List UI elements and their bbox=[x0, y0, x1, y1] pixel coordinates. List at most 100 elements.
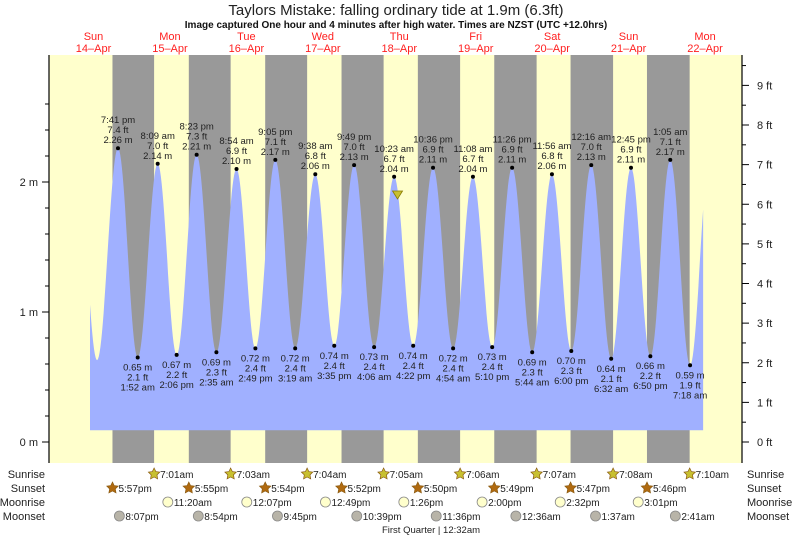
low-tide-m: 0.73 m bbox=[478, 352, 507, 363]
low-tide-time: 2:49 pm bbox=[238, 373, 272, 384]
sunrise-time: 7:08am bbox=[619, 470, 652, 481]
day-name-label: Tue bbox=[237, 31, 256, 43]
axes: 0 m 1 m 2 m 0 ft 1 ft 2 ft 3 ft 4 ft 5 ft 6 ft 7 f… bbox=[20, 55, 772, 463]
day-date-label: 17–Apr bbox=[305, 43, 341, 55]
low-tide-ft: 1.9 ft bbox=[680, 380, 701, 391]
sunrise-star-icon bbox=[377, 467, 391, 480]
high-tide-m: 2.17 m bbox=[656, 147, 685, 158]
high-tide-m: 2.14 m bbox=[143, 151, 172, 162]
low-tide-ft: 2.1 ft bbox=[127, 373, 148, 384]
moonset-time: 11:36pm bbox=[442, 512, 480, 523]
high-tide-m: 2.11 m bbox=[419, 155, 447, 166]
moonrise-moon-icon bbox=[554, 496, 566, 508]
sunrise-star-icon bbox=[606, 467, 620, 480]
high-tide-point bbox=[115, 146, 120, 151]
high-tide-m: 2.04 m bbox=[380, 164, 409, 175]
high-tide-m: 2.06 m bbox=[301, 161, 330, 172]
sunrise-star-icon bbox=[453, 467, 467, 480]
moonset-row-label-right: Moonset bbox=[747, 511, 789, 523]
high-tide-m: 2.17 m bbox=[261, 147, 290, 158]
day-date-label: 16–Apr bbox=[229, 43, 265, 55]
high-tide-m: 2.21 m bbox=[182, 142, 211, 153]
sunset-star-icon bbox=[258, 481, 272, 494]
sunset-row-label-right: Sunset bbox=[747, 483, 781, 495]
right-tick-label: 4 ft bbox=[757, 279, 772, 291]
moonset-moon-icon bbox=[272, 510, 283, 522]
high-tide-point bbox=[589, 163, 594, 168]
low-tide-point bbox=[688, 363, 693, 368]
low-tide-time: 4:54 am bbox=[436, 373, 470, 384]
left-tick-label: 1 m bbox=[20, 307, 38, 319]
low-tide-time: 6:00 pm bbox=[554, 376, 588, 387]
low-tide-point bbox=[135, 355, 140, 360]
low-tide-ft: 2.4 ft bbox=[285, 363, 306, 374]
high-tide-ft: 6.9 ft bbox=[620, 145, 641, 156]
high-tide-m: 2.13 m bbox=[340, 152, 369, 163]
moonrise-time: 3:01pm bbox=[644, 498, 677, 509]
high-tide-ft: 6.9 ft bbox=[422, 145, 443, 156]
high-tide-time: 12:16 am bbox=[571, 132, 611, 143]
moonset-moon-icon bbox=[113, 510, 125, 522]
high-tide-point bbox=[549, 172, 554, 177]
low-tide-ft: 2.4 ft bbox=[324, 361, 345, 372]
day-date-label: 20–Apr bbox=[534, 43, 570, 55]
high-tide-time: 8:09 am bbox=[141, 131, 175, 142]
chart-title: Taylors Mistake: falling ordinary tide a… bbox=[228, 2, 563, 19]
high-tide-time: 11:26 pm bbox=[493, 135, 532, 146]
sunrise-time: 7:06am bbox=[466, 470, 499, 481]
high-tide-time: 1:05 am bbox=[653, 127, 687, 138]
high-tide-m: 2.06 m bbox=[537, 161, 566, 172]
low-tide-time: 2:35 am bbox=[199, 377, 233, 388]
right-tick-label: 1 ft bbox=[757, 397, 772, 409]
low-tide-m: 0.74 m bbox=[320, 351, 349, 362]
high-tide-time: 8:23 pm bbox=[179, 122, 213, 133]
day-name-label: Sun bbox=[619, 31, 639, 43]
low-tide-m: 0.66 m bbox=[636, 361, 665, 372]
high-tide-time: 8:54 am bbox=[219, 136, 253, 147]
moonset-moon-icon bbox=[430, 510, 442, 522]
day-date-label: 22–Apr bbox=[687, 43, 723, 55]
tide-labels: 7:41 pm7.4 ft2.26 m 8:09 am7.0 ft2.14 m8:… bbox=[101, 115, 708, 401]
right-tick-label: 6 ft bbox=[757, 199, 772, 211]
sunset-time: 5:57pm bbox=[118, 484, 151, 495]
right-tick-label: 3 ft bbox=[757, 318, 772, 330]
moonset-moon-icon bbox=[669, 510, 681, 522]
plot-area bbox=[49, 55, 742, 463]
day-labels: Sun14–AprMon15–AprTue16–AprWed17–AprThu1… bbox=[76, 31, 723, 55]
high-tide-ft: 7.0 ft bbox=[581, 142, 602, 153]
high-tide-m: 2.11 m bbox=[617, 155, 645, 166]
sunset-time: 5:52pm bbox=[348, 484, 381, 495]
high-tide-time: 12:45 pm bbox=[611, 135, 651, 146]
high-tide-m: 2.11 m bbox=[498, 155, 526, 166]
chart-subtitle: Image captured One hour and 4 minutes af… bbox=[185, 20, 607, 31]
moonrise-moon-icon bbox=[476, 496, 488, 508]
moonrise-moon-icon bbox=[320, 496, 331, 508]
sunset-row-label-left: Sunset bbox=[11, 483, 45, 495]
sunset-time: 5:46pm bbox=[653, 484, 686, 495]
tide-area bbox=[90, 148, 704, 431]
low-tide-m: 0.74 m bbox=[399, 351, 428, 362]
right-tick-label: 0 ft bbox=[757, 437, 772, 449]
moonset-moon-icon bbox=[590, 510, 601, 522]
day-date-label: 18–Apr bbox=[382, 43, 418, 55]
sunrise-row-label-right: Sunrise bbox=[747, 469, 784, 481]
moonset-time: 8:54pm bbox=[204, 512, 237, 523]
moonrise-moon-icon bbox=[398, 496, 410, 508]
high-tide-time: 7:41 pm bbox=[101, 115, 135, 126]
high-tide-ft: 7.3 ft bbox=[186, 132, 207, 143]
sunset-time: 5:47pm bbox=[577, 484, 610, 495]
high-tide-time: 11:56 am bbox=[532, 141, 571, 152]
day-date-label: 19–Apr bbox=[458, 43, 494, 55]
high-tide-ft: 6.9 ft bbox=[226, 146, 247, 157]
low-tide-time: 3:35 pm bbox=[317, 371, 351, 382]
high-tide-ft: 6.8 ft bbox=[305, 151, 326, 162]
moonrise-time: 1:26pm bbox=[410, 498, 443, 509]
sunset-star-icon bbox=[182, 481, 196, 494]
day-name-label: Thu bbox=[390, 31, 409, 43]
sunrise-time: 7:07am bbox=[543, 470, 576, 481]
sunset-time: 5:50pm bbox=[424, 484, 457, 495]
day-date-label: 15–Apr bbox=[152, 43, 188, 55]
high-tide-m: 2.10 m bbox=[222, 156, 251, 167]
low-tide-time: 5:10 pm bbox=[475, 372, 509, 383]
